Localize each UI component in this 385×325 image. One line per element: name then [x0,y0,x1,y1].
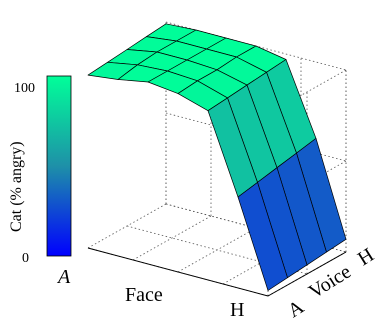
axis-lines [87,247,347,297]
y-axis-label: Voice [305,261,355,304]
grid-line-floor-v-1 [126,225,308,275]
grid-line-right-h-2 [267,69,347,115]
surface-patch-5-0 [237,182,288,291]
face-axis-line [87,247,269,297]
colorbar-tick-100: 100 [14,81,35,96]
z-axis-label: Cat (% angry) [8,141,25,232]
x-tick-a: A [56,266,71,288]
surface [87,23,347,291]
grid-line-floor-u-1 [132,215,212,261]
x-tick-h: H [230,299,244,321]
y-tick-a: A [284,296,308,323]
y-tick-h: H [354,244,378,270]
x-axis-label: Face [125,284,163,306]
colorbar-tick-0: 0 [22,251,29,266]
voice-axis-line [267,251,347,297]
colorbar [46,75,72,257]
